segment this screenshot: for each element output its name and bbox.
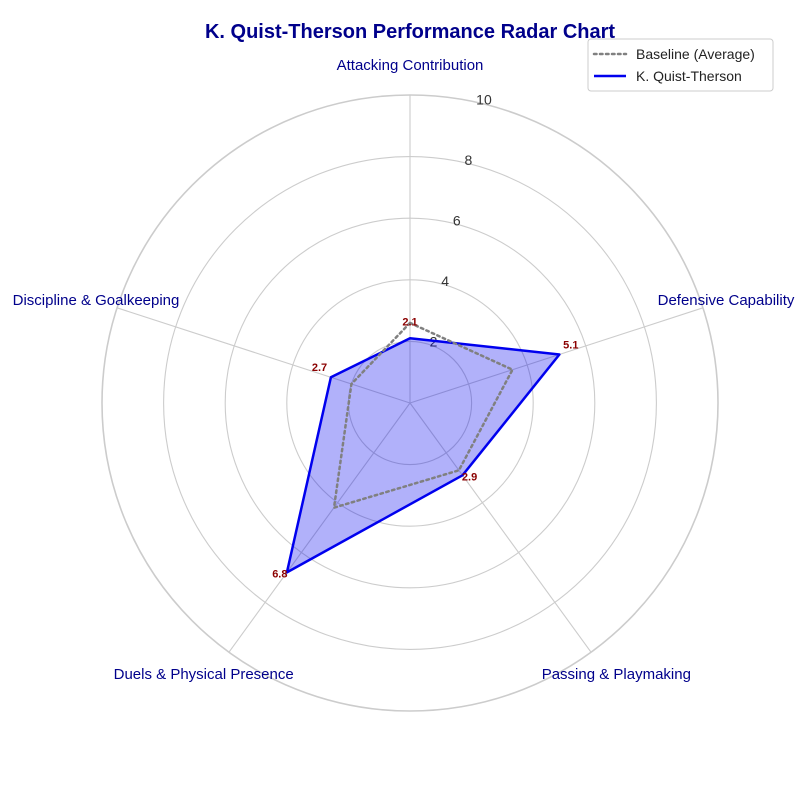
axis-label-1: Defensive Capability <box>658 292 795 309</box>
radial-tick-4: 4 <box>441 273 449 289</box>
axis-labels: Attacking Contribution Defensive Capabili… <box>13 57 795 683</box>
spoke-2 <box>409 402 592 653</box>
axis-label-4: Discipline & Goalkeeping <box>13 292 180 309</box>
radial-tick-10: 10 <box>476 92 492 108</box>
data-label-2: 2.9 <box>462 471 477 483</box>
axis-label-2: Passing & Playmaking <box>542 666 691 683</box>
spoke-4 <box>116 307 411 404</box>
axis-spokes <box>116 95 704 653</box>
data-label-1: 5.1 <box>563 339 578 351</box>
chart-title: K. Quist-Therson Performance Radar Chart <box>205 21 615 43</box>
legend-entry-baseline: Baseline (Average) <box>636 46 755 62</box>
series-layer <box>285 321 561 574</box>
data-label-0: 2.1 <box>402 316 417 328</box>
axis-label-0: Attacking Contribution <box>337 57 484 74</box>
spoke-3 <box>228 402 411 653</box>
radial-tick-6: 6 <box>453 213 461 229</box>
radial-tick-8: 8 <box>465 152 473 168</box>
data-label-3: 6.8 <box>272 569 287 581</box>
data-label-4: 2.7 <box>312 362 327 374</box>
axis-label-3: Duels & Physical Presence <box>114 666 294 683</box>
data-labels: 2.1 5.1 2.9 6.8 2.7 <box>272 316 578 580</box>
legend: Baseline (Average) K. Quist-Therson <box>587 38 774 92</box>
legend-entry-player: K. Quist-Therson <box>636 68 742 84</box>
series-polygon-1 <box>285 337 561 574</box>
legend-frame <box>587 38 774 92</box>
